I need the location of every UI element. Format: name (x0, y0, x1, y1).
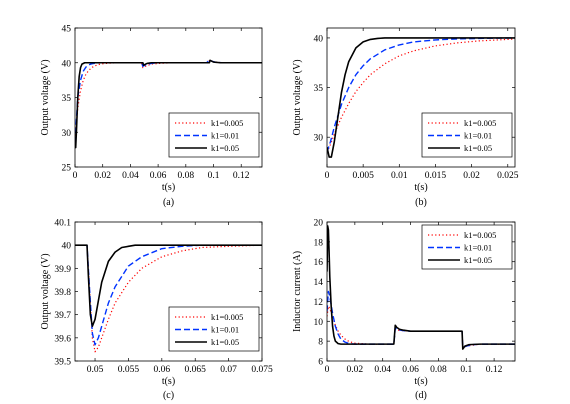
x-tick-label: 0 (325, 171, 330, 181)
x-tick-label: 0.005 (352, 171, 374, 181)
x-tick-label: 0.1 (460, 365, 472, 375)
x-tick-label: 0.01 (391, 171, 408, 181)
y-axis-label: Inductor current (A) (292, 251, 303, 332)
y-tick-label: 6 (318, 358, 323, 368)
chart-panel-2: 0 0.005 0.01 0.015 0.02 0.025 30 35 40 t(s) Output… (292, 27, 519, 208)
y-tick-label: 30 (314, 134, 324, 144)
y-tick-label: 39.5 (54, 358, 71, 368)
legend-entry: k1=0.05 (211, 143, 239, 153)
legend-entry: k1=0.005 (464, 230, 496, 240)
y-tick-label: 40 (62, 242, 72, 252)
x-axis-label: t(s) (162, 182, 175, 193)
legend-entry: k1=0.05 (211, 337, 239, 347)
y-tick-label: 39.9 (54, 265, 71, 275)
y-tick-label: 25 (62, 164, 72, 174)
y-tick-label: 14 (314, 278, 324, 288)
x-tick-label: 0 (73, 171, 78, 181)
panel-caption: (b) (415, 197, 427, 208)
chart-panel-4: 0 0.02 0.04 0.06 0.08 0.1 0.12 6 8 10 12 14 16 18 20 t(… (292, 219, 516, 401)
x-tick-label: 0.06 (402, 365, 419, 375)
y-tick-label: 39.7 (54, 311, 71, 321)
series-line-k1-0-05 (75, 59, 262, 149)
y-axis-label: Output voltage (V) (292, 59, 303, 135)
y-tick-label: 12 (314, 298, 324, 308)
series-line-k1-0-05 (327, 37, 515, 158)
y-tick-label: 8 (318, 338, 323, 348)
y-tick-label: 10 (314, 318, 324, 328)
x-axis-label: t(s) (162, 376, 175, 387)
y-tick-label: 39.6 (54, 334, 71, 344)
legend-entry: k1=0.05 (464, 143, 492, 153)
chart-panel-1: 0 0.02 0.04 0.06 0.08 0.1 0.12 25 30 35 40 45 t(s) Ou… (40, 25, 263, 208)
x-tick-label: 0.02 (463, 171, 480, 181)
panel-caption: (c) (163, 390, 174, 401)
y-tick-label: 30 (62, 129, 72, 139)
series-line-k1-0-005 (327, 38, 515, 153)
y-tick-label: 18 (314, 238, 324, 248)
legend-entry: k1=0.01 (464, 131, 492, 141)
legend: k1=0.005 k1=0.01 k1=0.05 (168, 306, 260, 352)
x-tick-label: 0.055 (118, 365, 140, 375)
x-tick-label: 0.02 (347, 365, 364, 375)
x-tick-label: 0.12 (233, 171, 250, 181)
series-line-k1-0-01 (327, 37, 515, 153)
y-tick-label: 35 (314, 84, 324, 94)
panel-caption: (a) (163, 197, 174, 208)
x-tick-label: 0.08 (430, 365, 447, 375)
series-line-k1-0-01 (327, 290, 515, 349)
x-tick-label: 0.015 (425, 171, 447, 181)
y-tick-label: 16 (314, 258, 324, 268)
y-tick-label: 40 (314, 34, 324, 44)
series-line-k1-0-05 (327, 225, 515, 350)
x-tick-label: 0.04 (374, 365, 391, 375)
y-tick-label: 39.8 (54, 288, 71, 298)
x-tick-label: 0.075 (251, 365, 273, 375)
x-tick-label: 0.025 (497, 171, 519, 181)
x-tick-label: 0.04 (122, 171, 139, 181)
legend: k1=0.005 k1=0.01 k1=0.05 (168, 112, 260, 158)
plot-frame (326, 221, 516, 362)
x-tick-label: 0.12 (486, 365, 503, 375)
chart-panel-3: 0.05 0.055 0.06 0.065 0.07 0.075 39.5 39.6 39.7 3… (40, 219, 273, 402)
x-tick-label: 0.06 (150, 171, 167, 181)
x-axis-label: t(s) (414, 182, 427, 193)
y-axis-label: Output voltage (V) (40, 253, 51, 329)
panel-caption: (d) (415, 390, 427, 401)
x-tick-label: 0 (325, 365, 330, 375)
legend-entry: k1=0.005 (211, 312, 243, 322)
x-tick-label: 0.07 (220, 365, 237, 375)
y-tick-label: 40.1 (54, 219, 71, 229)
y-tick-label: 45 (62, 25, 72, 35)
x-tick-label: 0.05 (87, 365, 104, 375)
legend: k1=0.005 k1=0.01 k1=0.05 (421, 112, 513, 158)
y-tick-label: 35 (62, 94, 72, 104)
x-tick-label: 0.06 (154, 365, 171, 375)
legend-entry: k1=0.01 (211, 131, 239, 141)
x-tick-label: 0.1 (208, 171, 220, 181)
y-axis-label: Output voltage (V) (40, 59, 51, 135)
series-line-k1-0-005 (327, 305, 515, 348)
x-axis-label: t(s) (414, 376, 427, 387)
legend-entry: k1=0.01 (464, 243, 492, 253)
y-tick-label: 40 (62, 59, 72, 69)
plot-frame (326, 27, 516, 168)
series-line-k1-0-05 (75, 244, 262, 328)
y-tick-label: 20 (314, 219, 324, 229)
legend-entry: k1=0.01 (211, 325, 239, 335)
x-tick-label: 0.065 (185, 365, 207, 375)
legend: k1=0.005 k1=0.01 k1=0.05 (421, 224, 513, 270)
legend-entry: k1=0.005 (211, 118, 243, 128)
x-tick-label: 0.02 (94, 171, 111, 181)
series-line-k1-0-005 (75, 244, 262, 353)
legend-entry: k1=0.005 (464, 118, 496, 128)
x-tick-label: 0.08 (178, 171, 195, 181)
legend-entry: k1=0.05 (464, 255, 492, 265)
